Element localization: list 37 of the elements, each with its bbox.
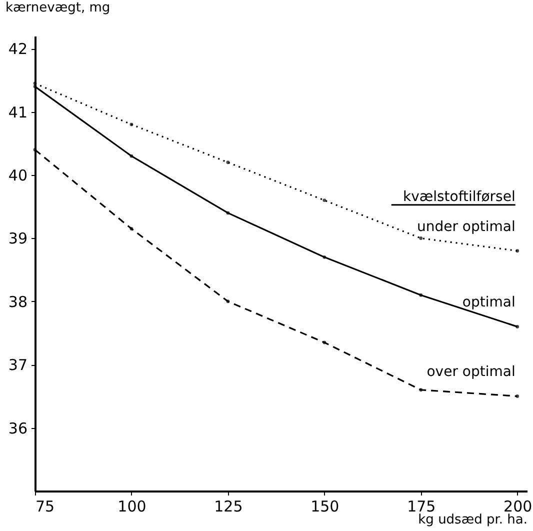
point	[130, 154, 134, 158]
point	[419, 236, 423, 240]
x-axis-title: kg udsæd pr. ha.	[418, 512, 528, 528]
point	[516, 249, 520, 253]
point	[226, 160, 230, 164]
point	[226, 211, 230, 215]
x-tick-label: 125	[214, 498, 243, 516]
point	[33, 82, 37, 86]
y-tick-label: 37	[8, 356, 28, 374]
point	[419, 388, 423, 392]
point	[322, 255, 326, 259]
point	[226, 300, 230, 304]
point	[130, 227, 134, 230]
y-tick-label: 42	[8, 40, 28, 58]
point	[516, 394, 520, 398]
point	[33, 84, 37, 88]
point	[516, 324, 520, 328]
point	[130, 122, 134, 126]
y-tick-label: 36	[8, 419, 28, 438]
point	[322, 340, 326, 344]
y-tick-label: 41	[8, 103, 28, 122]
series-label: optimal	[462, 294, 516, 311]
series-label: over optimal	[426, 364, 516, 380]
legend-title: kvælstoftilførsel	[402, 188, 516, 205]
y-tick-label: 39	[8, 230, 28, 248]
point	[322, 198, 326, 202]
x-tick-label: 150	[310, 498, 340, 516]
y-axis-title: kærnevægt, mg	[6, 0, 110, 16]
x-tick-label: 175	[407, 498, 436, 516]
y-tick-label: 38	[8, 292, 28, 311]
x-tick-label: 75	[36, 498, 55, 516]
x-tick-label: 100	[118, 498, 146, 516]
point	[33, 148, 37, 152]
point	[419, 293, 423, 297]
series-label: under optimal	[416, 218, 516, 235]
x-tick-label: 200	[504, 498, 532, 516]
y-tick-label: 40	[8, 166, 28, 185]
